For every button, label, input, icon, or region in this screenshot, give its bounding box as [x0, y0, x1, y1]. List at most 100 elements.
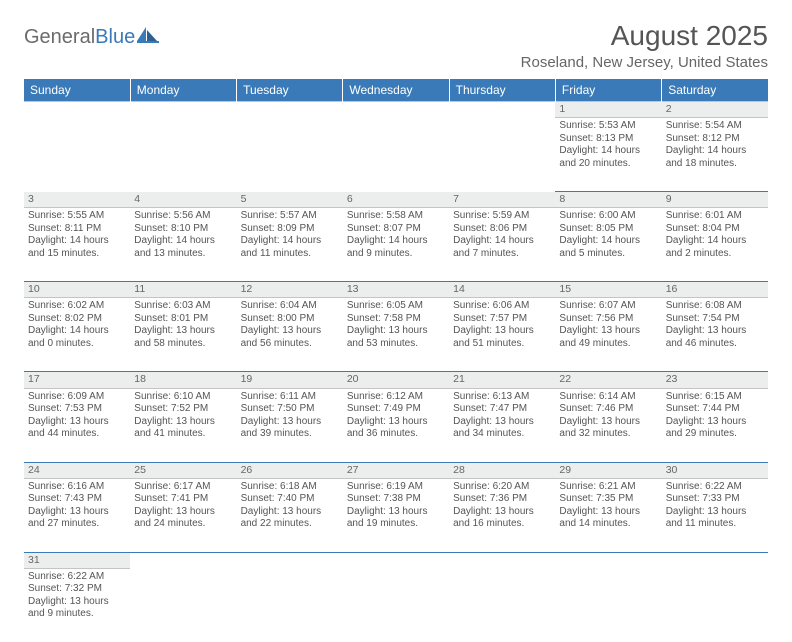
day-header: Sunday	[24, 79, 130, 102]
day-info-cell: Sunrise: 6:05 AMSunset: 7:58 PMDaylight:…	[343, 298, 449, 372]
daylight-line: Daylight: 14 hours and 5 minutes.	[559, 235, 657, 260]
day-number-cell: 1	[555, 102, 661, 118]
day-number-cell	[449, 552, 555, 568]
day-number-cell: 18	[130, 372, 236, 388]
day-header: Friday	[555, 79, 661, 102]
day-info-cell: Sunrise: 6:20 AMSunset: 7:36 PMDaylight:…	[449, 478, 555, 552]
daylight-line: Daylight: 13 hours and 34 minutes.	[453, 416, 551, 441]
daylight-line: Daylight: 14 hours and 13 minutes.	[134, 235, 232, 260]
daylight-line: Daylight: 14 hours and 2 minutes.	[666, 235, 764, 260]
day-number-cell	[237, 102, 343, 118]
daylight-line: Daylight: 14 hours and 0 minutes.	[28, 325, 126, 350]
title-block: August 2025 Roseland, New Jersey, United…	[521, 20, 768, 71]
sunset-line: Sunset: 7:47 PM	[453, 403, 551, 416]
day-info-cell: Sunrise: 6:12 AMSunset: 7:49 PMDaylight:…	[343, 388, 449, 462]
day-info-cell: Sunrise: 6:06 AMSunset: 7:57 PMDaylight:…	[449, 298, 555, 372]
day-header: Wednesday	[343, 79, 449, 102]
day-header: Tuesday	[237, 79, 343, 102]
sunrise-line: Sunrise: 6:18 AM	[241, 481, 339, 494]
day-info-cell	[130, 118, 236, 192]
daynum-row: 3456789	[24, 192, 768, 208]
day-number-cell: 24	[24, 462, 130, 478]
daylight-line: Daylight: 13 hours and 53 minutes.	[347, 325, 445, 350]
day-info-cell	[343, 118, 449, 192]
day-number-cell: 3	[24, 192, 130, 208]
day-info-cell: Sunrise: 6:16 AMSunset: 7:43 PMDaylight:…	[24, 478, 130, 552]
day-info-cell	[555, 568, 661, 642]
day-info-cell: Sunrise: 5:59 AMSunset: 8:06 PMDaylight:…	[449, 208, 555, 282]
day-info-cell: Sunrise: 5:56 AMSunset: 8:10 PMDaylight:…	[130, 208, 236, 282]
sunset-line: Sunset: 8:10 PM	[134, 223, 232, 236]
sunset-line: Sunset: 7:41 PM	[134, 493, 232, 506]
sunset-line: Sunset: 7:33 PM	[666, 493, 764, 506]
day-number-cell: 30	[662, 462, 768, 478]
daylight-line: Daylight: 13 hours and 22 minutes.	[241, 506, 339, 531]
sunset-line: Sunset: 8:13 PM	[559, 133, 657, 146]
sunrise-line: Sunrise: 6:22 AM	[666, 481, 764, 494]
day-number-cell: 2	[662, 102, 768, 118]
sunset-line: Sunset: 7:44 PM	[666, 403, 764, 416]
day-info-cell	[237, 118, 343, 192]
daylight-line: Daylight: 13 hours and 11 minutes.	[666, 506, 764, 531]
daylight-line: Daylight: 13 hours and 56 minutes.	[241, 325, 339, 350]
day-number-cell: 29	[555, 462, 661, 478]
sunrise-line: Sunrise: 5:58 AM	[347, 210, 445, 223]
daylight-line: Daylight: 13 hours and 27 minutes.	[28, 506, 126, 531]
sunset-line: Sunset: 7:32 PM	[28, 583, 126, 596]
sunrise-line: Sunrise: 6:04 AM	[241, 300, 339, 313]
day-info-cell	[343, 568, 449, 642]
sunrise-line: Sunrise: 5:56 AM	[134, 210, 232, 223]
day-info-cell: Sunrise: 6:14 AMSunset: 7:46 PMDaylight:…	[555, 388, 661, 462]
sunrise-line: Sunrise: 6:21 AM	[559, 481, 657, 494]
day-number-cell	[237, 552, 343, 568]
day-number-cell: 19	[237, 372, 343, 388]
day-number-cell	[555, 552, 661, 568]
day-info-cell	[662, 568, 768, 642]
logo: GeneralBlue	[24, 26, 159, 49]
daylight-line: Daylight: 13 hours and 41 minutes.	[134, 416, 232, 441]
sunset-line: Sunset: 8:12 PM	[666, 133, 764, 146]
sunrise-line: Sunrise: 6:07 AM	[559, 300, 657, 313]
daylight-line: Daylight: 14 hours and 15 minutes.	[28, 235, 126, 260]
sunset-line: Sunset: 7:54 PM	[666, 313, 764, 326]
sunset-line: Sunset: 8:01 PM	[134, 313, 232, 326]
daylight-line: Daylight: 14 hours and 18 minutes.	[666, 145, 764, 170]
day-header: Thursday	[449, 79, 555, 102]
daylight-line: Daylight: 13 hours and 36 minutes.	[347, 416, 445, 441]
daylight-line: Daylight: 14 hours and 7 minutes.	[453, 235, 551, 260]
sunset-line: Sunset: 7:49 PM	[347, 403, 445, 416]
sunrise-line: Sunrise: 6:16 AM	[28, 481, 126, 494]
daylight-line: Daylight: 13 hours and 24 minutes.	[134, 506, 232, 531]
sunset-line: Sunset: 7:57 PM	[453, 313, 551, 326]
sunrise-line: Sunrise: 5:57 AM	[241, 210, 339, 223]
daylight-line: Daylight: 14 hours and 20 minutes.	[559, 145, 657, 170]
day-number-cell: 13	[343, 282, 449, 298]
day-info-cell	[237, 568, 343, 642]
day-number-cell: 12	[237, 282, 343, 298]
day-info-cell: Sunrise: 6:21 AMSunset: 7:35 PMDaylight:…	[555, 478, 661, 552]
sunrise-line: Sunrise: 6:08 AM	[666, 300, 764, 313]
calendar-table: SundayMondayTuesdayWednesdayThursdayFrid…	[24, 79, 768, 642]
sunrise-line: Sunrise: 6:15 AM	[666, 391, 764, 404]
info-row: Sunrise: 5:55 AMSunset: 8:11 PMDaylight:…	[24, 208, 768, 282]
sunset-line: Sunset: 7:36 PM	[453, 493, 551, 506]
day-info-cell: Sunrise: 5:53 AMSunset: 8:13 PMDaylight:…	[555, 118, 661, 192]
daylight-line: Daylight: 13 hours and 19 minutes.	[347, 506, 445, 531]
day-number-cell: 23	[662, 372, 768, 388]
sunrise-line: Sunrise: 6:22 AM	[28, 571, 126, 584]
sunrise-line: Sunrise: 6:20 AM	[453, 481, 551, 494]
day-number-cell	[24, 102, 130, 118]
sunrise-line: Sunrise: 6:19 AM	[347, 481, 445, 494]
daylight-line: Daylight: 13 hours and 9 minutes.	[28, 596, 126, 621]
sunset-line: Sunset: 7:50 PM	[241, 403, 339, 416]
day-info-cell: Sunrise: 6:19 AMSunset: 7:38 PMDaylight:…	[343, 478, 449, 552]
sunset-line: Sunset: 8:11 PM	[28, 223, 126, 236]
sunrise-line: Sunrise: 5:54 AM	[666, 120, 764, 133]
day-number-cell	[662, 552, 768, 568]
day-info-cell: Sunrise: 6:08 AMSunset: 7:54 PMDaylight:…	[662, 298, 768, 372]
day-number-cell: 15	[555, 282, 661, 298]
sunrise-line: Sunrise: 6:14 AM	[559, 391, 657, 404]
sunrise-line: Sunrise: 6:02 AM	[28, 300, 126, 313]
daylight-line: Daylight: 14 hours and 11 minutes.	[241, 235, 339, 260]
day-info-cell: Sunrise: 6:13 AMSunset: 7:47 PMDaylight:…	[449, 388, 555, 462]
